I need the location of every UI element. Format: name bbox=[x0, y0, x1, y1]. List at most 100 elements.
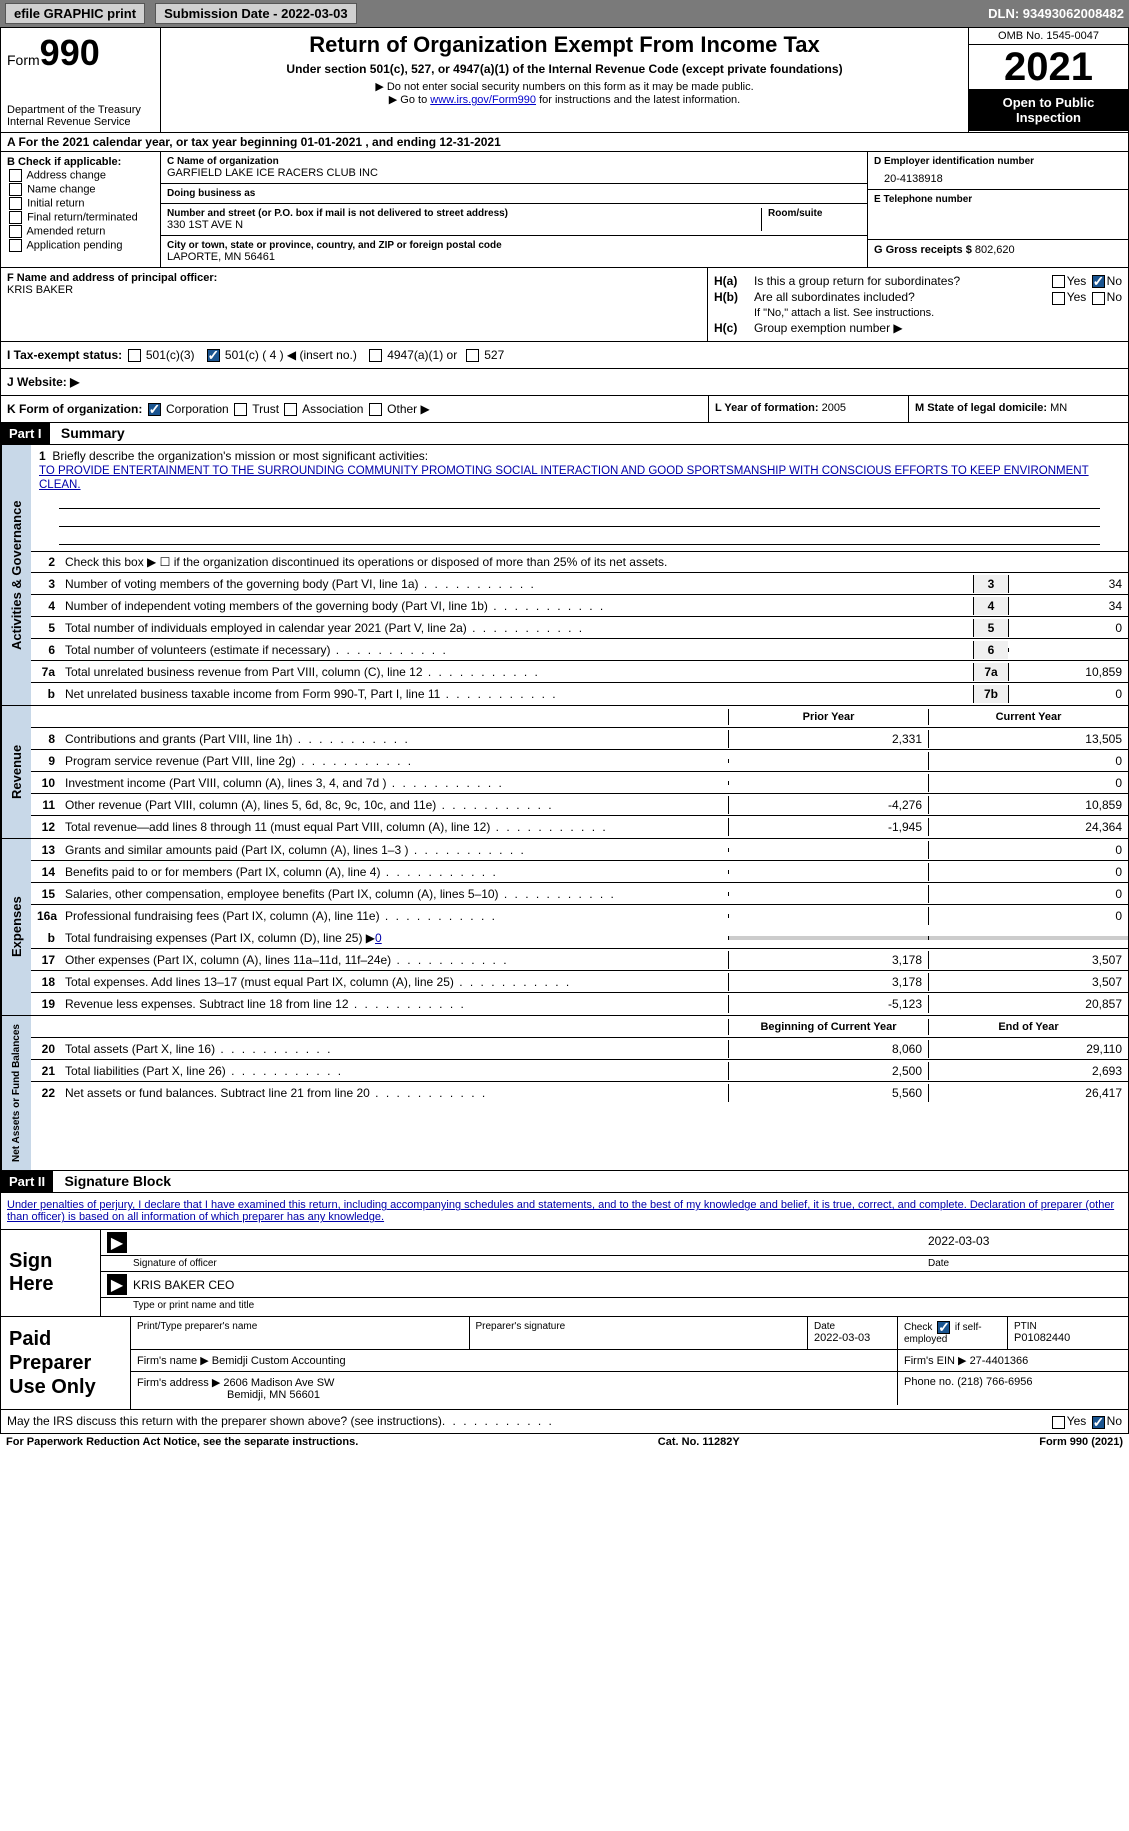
discuss-no[interactable] bbox=[1092, 1416, 1105, 1429]
check-final-return[interactable]: Final return/terminated bbox=[7, 211, 154, 224]
sig-date: 2022-03-03 bbox=[922, 1232, 1122, 1253]
section-fh: F Name and address of principal officer:… bbox=[0, 268, 1129, 342]
line-7a: 7a Total unrelated business revenue from… bbox=[31, 661, 1128, 683]
col-headers-rev: Prior Year Current Year bbox=[31, 706, 1128, 728]
form-title: Return of Organization Exempt From Incom… bbox=[169, 32, 960, 58]
h-c-row: H(c) Group exemption number ▶ bbox=[714, 321, 1122, 335]
paid-preparer-label: Paid Preparer Use Only bbox=[1, 1317, 131, 1409]
line-20: 20 Total assets (Part X, line 16) 8,060 … bbox=[31, 1038, 1128, 1060]
domicile-label: M State of legal domicile: bbox=[915, 402, 1047, 414]
omb-number: OMB No. 1545-0047 bbox=[969, 28, 1128, 45]
line-9: 9 Program service revenue (Part VIII, li… bbox=[31, 750, 1128, 772]
line-10: 10 Investment income (Part VIII, column … bbox=[31, 772, 1128, 794]
line-12: 12 Total revenue—add lines 8 through 11 … bbox=[31, 816, 1128, 838]
check-application-pending[interactable]: Application pending bbox=[7, 239, 154, 252]
col-headers-net: Beginning of Current Year End of Year bbox=[31, 1016, 1128, 1038]
row-i-status: I Tax-exempt status: 501(c)(3) 501(c) ( … bbox=[0, 342, 1129, 369]
discuss-row: May the IRS discuss this return with the… bbox=[0, 1410, 1129, 1433]
ptin-value: P01082440 bbox=[1014, 1332, 1122, 1344]
org-other[interactable] bbox=[369, 403, 382, 416]
gross-label: G Gross receipts $ bbox=[874, 244, 972, 256]
line-18: 18 Total expenses. Add lines 13–17 (must… bbox=[31, 971, 1128, 993]
line-15: 15 Salaries, other compensation, employe… bbox=[31, 883, 1128, 905]
status-501c[interactable] bbox=[207, 349, 220, 362]
check-amended[interactable]: Amended return bbox=[7, 225, 154, 238]
tax-year: 2021 bbox=[969, 45, 1128, 89]
paperwork-notice: For Paperwork Reduction Act Notice, see … bbox=[6, 1436, 358, 1448]
col-b-checkboxes: B Check if applicable: Address change Na… bbox=[1, 152, 161, 267]
section-bcde: B Check if applicable: Address change Na… bbox=[0, 152, 1129, 268]
col-de: D Employer identification number 20-4138… bbox=[868, 152, 1128, 267]
sign-here-block: Sign Here ▶ 2022-03-03 Signature of offi… bbox=[0, 1230, 1129, 1317]
org-trust[interactable] bbox=[234, 403, 247, 416]
ha-no[interactable] bbox=[1092, 275, 1105, 288]
discuss-yes[interactable] bbox=[1052, 1416, 1065, 1429]
note-website: ▶ Go to www.irs.gov/Form990 for instruct… bbox=[169, 93, 960, 106]
prep-date: 2022-03-03 bbox=[814, 1332, 891, 1344]
hb-no[interactable] bbox=[1092, 292, 1105, 305]
vert-revenue: Revenue bbox=[1, 706, 31, 838]
topbar: efile GRAPHIC print Submission Date - 20… bbox=[0, 0, 1129, 27]
col-c-org-info: C Name of organization GARFIELD LAKE ICE… bbox=[161, 152, 868, 267]
line-13: 13 Grants and similar amounts paid (Part… bbox=[31, 839, 1128, 861]
line-22: 22 Net assets or fund balances. Subtract… bbox=[31, 1082, 1128, 1104]
city-label: City or town, state or province, country… bbox=[167, 240, 861, 251]
line-2: Check this box ▶ ☐ if the organization d… bbox=[61, 553, 1128, 571]
org-corporation[interactable] bbox=[148, 403, 161, 416]
line-5: 5 Total number of individuals employed i… bbox=[31, 617, 1128, 639]
part-ii-header: Part II Signature Block bbox=[0, 1171, 1129, 1193]
efile-print-button[interactable]: efile GRAPHIC print bbox=[5, 3, 145, 24]
status-4947[interactable] bbox=[369, 349, 382, 362]
org-association[interactable] bbox=[284, 403, 297, 416]
firm-address: 2606 Madison Ave SW bbox=[223, 1377, 334, 1389]
check-address-change[interactable]: Address change bbox=[7, 169, 154, 182]
line-4: 4 Number of independent voting members o… bbox=[31, 595, 1128, 617]
org-name: GARFIELD LAKE ICE RACERS CLUB INC bbox=[167, 167, 861, 179]
cat-no: Cat. No. 11282Y bbox=[358, 1436, 1039, 1448]
dba-label: Doing business as bbox=[167, 188, 861, 199]
line-8: 8 Contributions and grants (Part VIII, l… bbox=[31, 728, 1128, 750]
year-formation: 2005 bbox=[822, 402, 846, 414]
mission-text: TO PROVIDE ENTERTAINMENT TO THE SURROUND… bbox=[39, 465, 1089, 491]
h-b-row: H(b) Are all subordinates included? Yes … bbox=[714, 290, 1122, 304]
line-6: 6 Total number of volunteers (estimate i… bbox=[31, 639, 1128, 661]
self-employed-check[interactable]: Check bbox=[904, 1322, 952, 1333]
vert-net-assets: Net Assets or Fund Balances bbox=[1, 1016, 31, 1170]
sig-officer-label: Signature of officer bbox=[127, 1258, 922, 1269]
line-14: 14 Benefits paid to or for members (Part… bbox=[31, 861, 1128, 883]
col-b-title: B Check if applicable: bbox=[7, 156, 154, 168]
check-initial-return[interactable]: Initial return bbox=[7, 197, 154, 210]
line-11: 11 Other revenue (Part VIII, column (A),… bbox=[31, 794, 1128, 816]
officer-name: KRIS BAKER bbox=[7, 284, 701, 296]
arrow-icon: ▶ bbox=[107, 1274, 127, 1295]
check-name-change[interactable]: Name change bbox=[7, 183, 154, 196]
phone-label: E Telephone number bbox=[874, 194, 1122, 205]
line-3: 3 Number of voting members of the govern… bbox=[31, 573, 1128, 595]
line-1-mission: 1 Briefly describe the organization's mi… bbox=[31, 445, 1128, 551]
vert-expenses: Expenses bbox=[1, 839, 31, 1015]
note-ssn: ▶ Do not enter social security numbers o… bbox=[169, 80, 960, 93]
line-19: 19 Revenue less expenses. Subtract line … bbox=[31, 993, 1128, 1015]
room-label: Room/suite bbox=[768, 208, 861, 219]
line-16b: b Total fundraising expenses (Part IX, c… bbox=[31, 927, 1128, 949]
submission-date: Submission Date - 2022-03-03 bbox=[155, 3, 357, 24]
org-name-label: C Name of organization bbox=[167, 156, 861, 167]
firm-name: Bemidji Custom Accounting bbox=[212, 1355, 346, 1367]
ein-label: D Employer identification number bbox=[874, 156, 1122, 167]
row-k: K Form of organization: Corporation Trus… bbox=[0, 396, 1129, 423]
irs-link[interactable]: www.irs.gov/Form990 bbox=[430, 94, 536, 106]
hb-yes[interactable] bbox=[1052, 292, 1065, 305]
line-b: b Net unrelated business taxable income … bbox=[31, 683, 1128, 705]
form-number: Form990 bbox=[7, 32, 154, 74]
status-501c3[interactable] bbox=[128, 349, 141, 362]
sign-here-label: Sign Here bbox=[1, 1230, 101, 1316]
h-b-note: If "No," attach a list. See instructions… bbox=[714, 307, 1122, 319]
line-17: 17 Other expenses (Part IX, column (A), … bbox=[31, 949, 1128, 971]
ha-yes[interactable] bbox=[1052, 275, 1065, 288]
status-527[interactable] bbox=[466, 349, 479, 362]
officer-name-title: KRIS BAKER CEO bbox=[127, 1274, 1122, 1295]
line-21: 21 Total liabilities (Part X, line 26) 2… bbox=[31, 1060, 1128, 1082]
paid-preparer-block: Paid Preparer Use Only Print/Type prepar… bbox=[0, 1317, 1129, 1410]
firm-phone: (218) 766-6956 bbox=[957, 1376, 1032, 1388]
arrow-icon: ▶ bbox=[107, 1232, 127, 1253]
